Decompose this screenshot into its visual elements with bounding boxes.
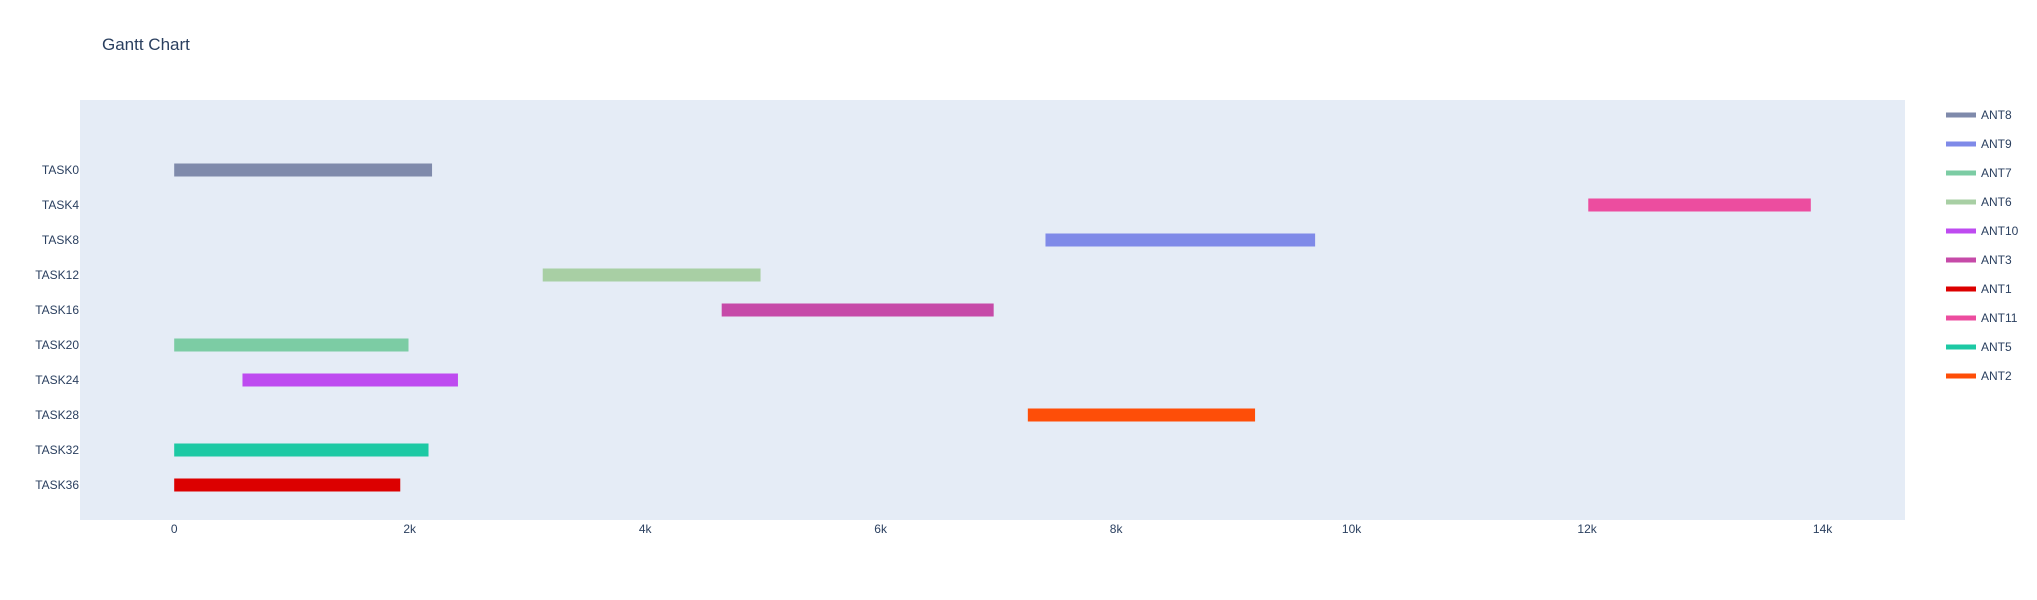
x-tick-label: 2k (403, 522, 417, 536)
legend-label: ANT8 (1981, 108, 2012, 122)
y-axis-tick-labels: TASK0 TASK4 TASK8 TASK12 TASK16 TASK20 TASK24 T… (35, 163, 79, 492)
y-tick-label-task24: TASK24 (35, 373, 79, 387)
bar-task8-ant9 (1045, 233, 1316, 247)
legend-swatch (1946, 257, 1976, 263)
legend-item-ant5[interactable]: ANT5 (1946, 340, 2012, 354)
y-tick-label-task4: TASK4 (42, 198, 79, 212)
x-tick-label: 10k (1342, 522, 1362, 536)
legend-label: ANT11 (1981, 311, 2018, 325)
legend-swatch (1946, 344, 1976, 350)
bar-task32-ant5 (174, 443, 429, 457)
y-tick-label-task16: TASK16 (35, 303, 79, 317)
legend-label: ANT10 (1981, 224, 2019, 238)
legend-swatch (1946, 373, 1976, 379)
legend-swatch (1946, 228, 1976, 234)
legend-label: ANT1 (1981, 282, 2012, 296)
x-tick-label: 12k (1577, 522, 1597, 536)
x-tick-label: 4k (639, 522, 653, 536)
chart-title: Gantt Chart (102, 35, 190, 54)
y-tick-label-task12: TASK12 (35, 268, 79, 282)
legend[interactable]: ANT8 ANT9 ANT7 ANT6 ANT10 ANT3 ANT1 ANT11 ANT5 AN… (1946, 108, 2019, 383)
legend-item-ant11[interactable]: ANT11 (1946, 311, 2018, 325)
y-tick-label-task8: TASK8 (42, 233, 79, 247)
legend-item-ant6[interactable]: ANT6 (1946, 195, 2012, 209)
legend-swatch (1946, 199, 1976, 205)
y-tick-label-task0: TASK0 (42, 163, 79, 177)
x-tick-label: 14k (1813, 522, 1833, 536)
x-tick-label: 8k (1110, 522, 1124, 536)
x-axis-tick-labels: 0 2k 4k 6k 8k 10k 12k 14k (171, 522, 1833, 536)
bar-task24-ant10 (242, 373, 458, 387)
legend-swatch (1946, 286, 1976, 292)
legend-item-ant7[interactable]: ANT7 (1946, 166, 2012, 180)
bar-task36-ant1 (174, 478, 401, 492)
bar-task16-ant3 (721, 303, 994, 317)
x-tick-label: 0 (171, 522, 178, 536)
legend-item-ant9[interactable]: ANT9 (1946, 137, 2012, 151)
legend-label: ANT5 (1981, 340, 2012, 354)
legend-label: ANT9 (1981, 137, 2012, 151)
legend-swatch (1946, 170, 1976, 176)
legend-swatch (1946, 315, 1976, 321)
legend-label: ANT3 (1981, 253, 2012, 267)
legend-item-ant1[interactable]: ANT1 (1946, 282, 2012, 296)
bar-task20-ant7 (174, 338, 409, 352)
bar-task0-ant8 (174, 163, 433, 177)
legend-item-ant10[interactable]: ANT10 (1946, 224, 2019, 238)
legend-label: ANT7 (1981, 166, 2012, 180)
y-tick-label-task32: TASK32 (35, 443, 79, 457)
y-tick-label-task20: TASK20 (35, 338, 79, 352)
legend-label: ANT2 (1981, 369, 2012, 383)
legend-swatch (1946, 141, 1976, 147)
legend-swatch (1946, 112, 1976, 118)
legend-item-ant3[interactable]: ANT3 (1946, 253, 2012, 267)
task-bars (174, 163, 1811, 492)
legend-item-ant2[interactable]: ANT2 (1946, 369, 2012, 383)
bar-task4-ant11 (1588, 198, 1811, 212)
legend-item-ant8[interactable]: ANT8 (1946, 108, 2012, 122)
y-tick-label-task28: TASK28 (35, 408, 79, 422)
bar-task12-ant6 (542, 268, 761, 282)
bar-task28-ant2 (1027, 408, 1256, 422)
x-tick-label: 6k (874, 522, 888, 536)
y-tick-label-task36: TASK36 (35, 478, 79, 492)
legend-label: ANT6 (1981, 195, 2012, 209)
